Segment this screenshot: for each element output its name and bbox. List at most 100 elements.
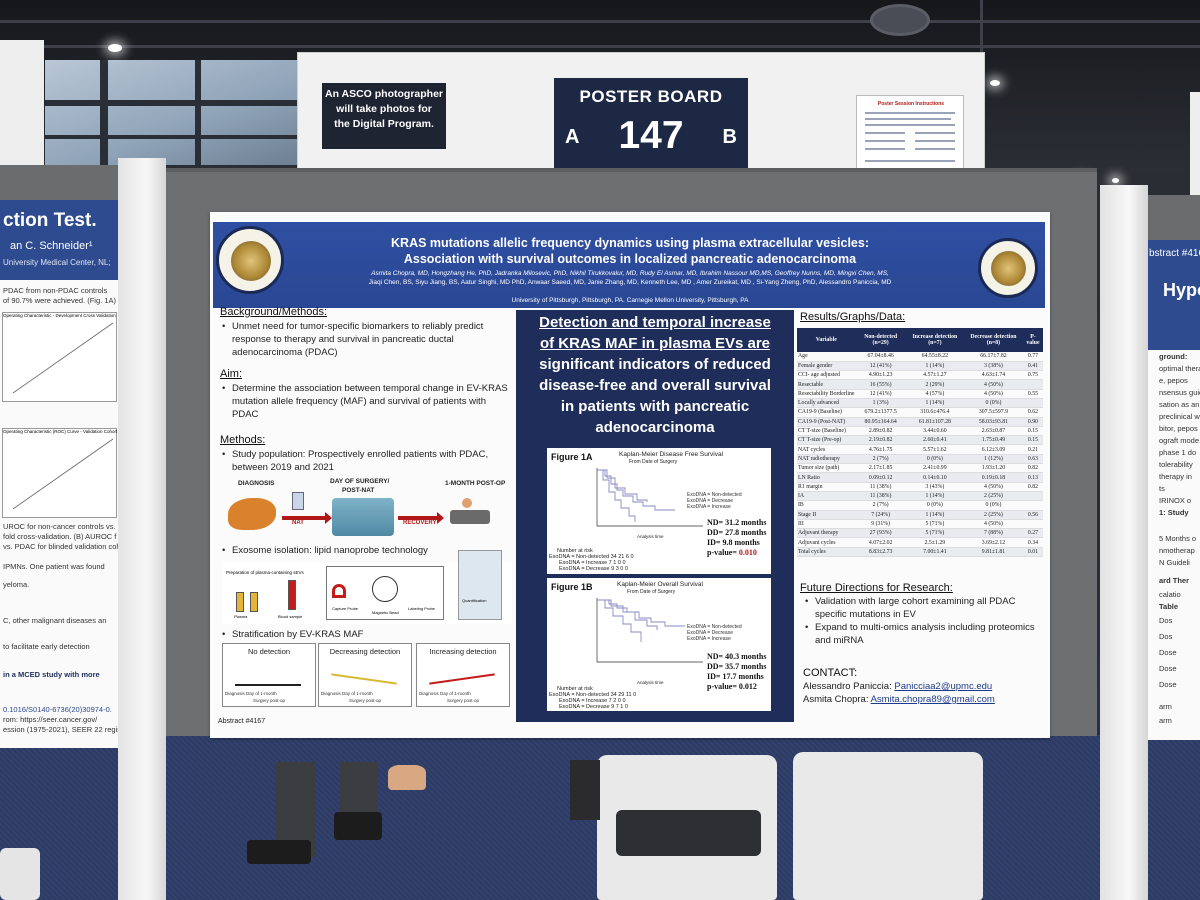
table-cell: 9.81±1.81: [963, 547, 1023, 558]
ceiling-truss: [0, 45, 1200, 48]
table-cell: 4 (50%): [963, 482, 1023, 492]
table-cell: 4.07±2.02: [855, 537, 906, 548]
right-poster-text: arm: [1159, 702, 1172, 711]
table-cell: CT T-size (Baseline): [797, 426, 856, 437]
table-cell: 2.89±0.82: [855, 426, 906, 437]
table-cell: 64.55±8.22: [905, 352, 964, 362]
contact-email-link[interactable]: Panicciaa2@upmc.edu: [894, 681, 993, 692]
right-poster-text: phase 1 do: [1159, 448, 1197, 457]
figure-1b-risk-head: Number at risk: [557, 686, 593, 692]
table-cell: 0.63: [1022, 454, 1043, 465]
right-poster-text: Dose: [1159, 648, 1177, 657]
cmu-seal-logo: [978, 238, 1038, 298]
table-cell: Stage II: [797, 510, 856, 520]
right-poster-title: Hypo: [1163, 280, 1200, 300]
table-cell: 1 (14%): [905, 510, 964, 520]
abstract-number: Abstract #4167: [218, 718, 266, 725]
table-cell: 0.90: [1022, 417, 1043, 427]
km-axis: [596, 468, 703, 527]
left-poster-text: ession (1975-2021), SEER 22 registr: [3, 725, 125, 734]
table-cell: Total cycles: [797, 547, 856, 558]
table-cell: 5.57±1.62: [905, 444, 964, 455]
table-cell: 4.90±1.23: [855, 370, 906, 381]
figure-1a-stat: ID= 9.8 months: [707, 538, 760, 547]
table-cell: 3 (38%): [963, 361, 1023, 372]
table-cell: CA19-9 (Post-NAT): [797, 417, 856, 427]
table-cell: 2 (25%): [963, 491, 1023, 502]
right-poster-text: bitor, pepos: [1159, 424, 1198, 433]
left-poster-text: in a MCED study with more: [3, 670, 100, 679]
flow-arrow: [398, 512, 444, 524]
ceiling-vent: [870, 4, 930, 36]
poster-board-side-a: A: [565, 126, 580, 148]
right-poster-text: nmotherap: [1159, 546, 1195, 555]
table-cell: 2.5±1.29: [905, 537, 964, 548]
km-dfs-plot: [596, 468, 703, 527]
visitor-leg: [570, 760, 600, 820]
left-poster-text: to facilitate early detection: [3, 642, 90, 651]
right-poster-text: ts: [1159, 484, 1165, 493]
strat-increasing-detection: Increasing detection Diagnosis Day of 1-…: [416, 643, 510, 707]
table-cell: 4.63±1.74: [963, 370, 1023, 381]
table-cell: 679.2±1377.5: [855, 407, 906, 418]
table-cell: 0.15: [1022, 426, 1043, 437]
chair-left: [0, 848, 40, 900]
right-board-post: [1100, 185, 1148, 900]
table-cell: 0.55: [1022, 389, 1043, 400]
pancreas-icon: [228, 498, 276, 530]
table-cell: CCI- age adjusted: [797, 370, 856, 381]
session-sheet-title: Poster Session Instructions: [877, 101, 945, 107]
table-cell: [1022, 491, 1043, 502]
right-board-top-panel: [1190, 92, 1200, 197]
table-row: LN Ratio 0.09±0.12 0.14±0.10 0.19±0.18 0.13: [797, 472, 1043, 483]
poster-board-number: 147: [618, 114, 684, 157]
figure-1b-stat: DD= 35.7 months: [707, 662, 767, 671]
future-bullet: Validation with large cohort examining a…: [805, 595, 1037, 621]
table-cell: 1 (14%): [905, 398, 964, 409]
stratification-bullet: Stratification by EV-KRAS MAF: [222, 628, 510, 641]
table-cell: R1 margin: [797, 482, 856, 492]
figure-1b-label: Figure 1B: [551, 582, 593, 592]
table-cell: 11 (38%): [855, 482, 906, 492]
table-cell: [1022, 398, 1043, 409]
table-cell: 2.60±0.41: [905, 435, 964, 446]
table-row: Resectability Borderline 12 (41%) 4 (57%) 4…: [797, 389, 1043, 400]
table-row: Adjuvant cycles 4.07±2.02 2.5±1.29 3.69±2.1…: [797, 537, 1043, 548]
table-cell: 8.83±2.73: [855, 547, 906, 558]
km-curve: [597, 469, 675, 511]
poster-authors: Asmita Chopra, MD, Hongzhang He, PhD, Ja…: [371, 270, 889, 277]
table-header-cell: Decrease detection (n=8): [963, 328, 1023, 352]
table-cell: 6.12±3.09: [963, 444, 1023, 455]
figure-1a-legend: ExoDNA = Decrease: [687, 498, 733, 504]
figure-1a-legend: ExoDNA = Non-detected: [687, 492, 742, 498]
left-poster-title: ction Test.: [3, 210, 97, 231]
right-poster-text: IRINOX o: [1159, 496, 1192, 505]
table-cell: 4 (50%): [963, 519, 1023, 530]
table-cell: 12 (41%): [855, 361, 906, 372]
aim-heading: Aim:: [220, 368, 242, 380]
patient-icon: [462, 498, 472, 508]
table-cell: Adjuvant therapy: [797, 528, 856, 539]
right-poster-text: N Guideli: [1159, 558, 1190, 567]
table-cell: 11 (38%): [855, 491, 906, 502]
left-neighbor-poster: ction Test. an C. Schneider¹ University …: [0, 200, 125, 748]
figure-1a-stat: DD= 27.8 months: [707, 528, 767, 537]
left-poster-roc-plot: Operating Characteristic (ROC) Curve - V…: [2, 428, 117, 518]
left-poster-text: C, other malignant diseases an: [3, 616, 107, 625]
exosome-bullet: Exosome isolation: lipid nanoprobe techn…: [222, 544, 510, 557]
table-header-cell: P-value: [1022, 328, 1043, 352]
figure-1b-xlabel: Analysis time: [637, 680, 664, 685]
right-poster-text: ard Ther: [1159, 576, 1190, 585]
left-poster-text: of 90.7% were achieved. (Fig. 1A): [3, 296, 116, 305]
table-cell: 2.63±0.87: [963, 426, 1023, 437]
poster-authors: Jiaqi Chen, BS, Siyu Jiang, BS, Aatur Si…: [368, 279, 892, 286]
poster-board-label: POSTER BOARD: [579, 87, 723, 106]
flow-day-of-surgery: DAY OF SURGERY/: [330, 478, 390, 485]
km-curve: [597, 599, 642, 642]
right-poster-text: preclinical w: [1159, 412, 1200, 421]
right-poster-text: Table: [1159, 602, 1179, 611]
table-cell: 16 (55%): [855, 379, 906, 390]
left-poster-text: rom: https://seer.cancer.gov/: [3, 715, 98, 724]
contact-email-link[interactable]: Asmita.chopra89@gmail.com: [870, 694, 995, 705]
flow-post-nat: POST-NAT: [342, 487, 375, 494]
